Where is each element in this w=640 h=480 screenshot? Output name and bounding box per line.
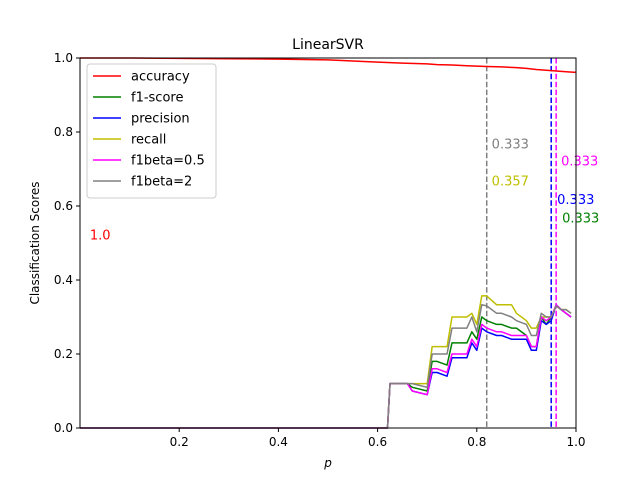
x-tick-label-0: 0.2 bbox=[170, 435, 189, 449]
y-tick-label-3: 0.6 bbox=[54, 199, 73, 213]
legend-label-5: f1beta=2 bbox=[131, 175, 192, 190]
y-tick-label-1: 0.2 bbox=[54, 347, 73, 361]
annotation-0: 1.0 bbox=[90, 228, 111, 243]
y-axis-label: Classification Scores bbox=[28, 181, 42, 304]
series-line-5 bbox=[80, 304, 572, 429]
legend-label-2: precision bbox=[131, 112, 190, 127]
legend-label-0: accuracy bbox=[131, 70, 190, 85]
y-tick-label-5: 1.0 bbox=[54, 51, 73, 65]
y-tick-label-2: 0.4 bbox=[54, 273, 73, 287]
x-axis-label: p bbox=[323, 456, 332, 470]
plot-frame bbox=[79, 57, 577, 429]
annotation-2: 0.357 bbox=[492, 175, 529, 190]
series-line-0 bbox=[80, 57, 577, 74]
y-tick-label-4: 0.8 bbox=[54, 125, 73, 139]
x-tick-label-2: 0.6 bbox=[368, 435, 387, 449]
y-tick-label-0: 0.0 bbox=[54, 421, 73, 435]
x-tick-label-4: 1.0 bbox=[566, 435, 585, 449]
legend: accuracy f1-score precision recall f1beta=0.… bbox=[86, 63, 217, 199]
x-tick-label-3: 0.8 bbox=[467, 435, 486, 449]
x-axis: 0.2 0.4 0.6 0.8 1.0 bbox=[170, 428, 586, 449]
series-layer bbox=[80, 57, 577, 429]
y-axis: 0.0 0.2 0.4 0.6 0.8 1.0 bbox=[54, 51, 80, 435]
annotation-3: 0.333 bbox=[561, 154, 598, 169]
series-line-4 bbox=[80, 304, 572, 429]
annotation-5: 0.333 bbox=[562, 212, 599, 227]
legend-label-4: f1beta=0.5 bbox=[131, 154, 205, 169]
x-tick-label-1: 0.4 bbox=[269, 435, 288, 449]
legend-label-3: recall bbox=[131, 133, 166, 148]
vlines-layer bbox=[485, 58, 557, 428]
chart-title: LinearSVR bbox=[292, 37, 364, 53]
legend-label-1: f1-score bbox=[131, 91, 183, 106]
annotation-1: 0.333 bbox=[492, 138, 529, 153]
